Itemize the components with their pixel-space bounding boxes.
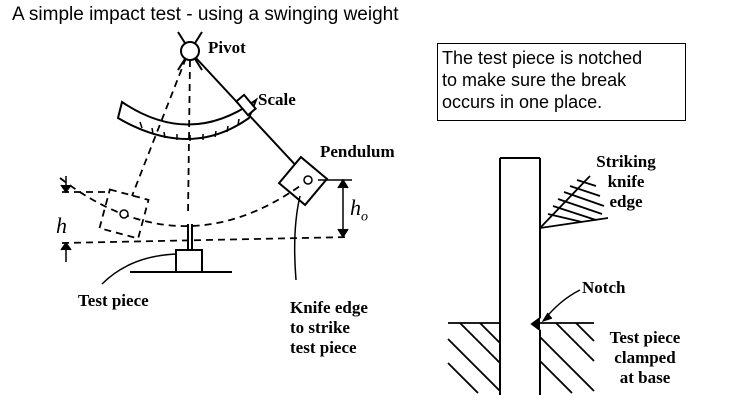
- pendulum-label: Pendulum: [320, 142, 395, 161]
- h0-dimension: [318, 178, 352, 239]
- pendulum-ghost: [98, 188, 150, 240]
- striking-knife-edge: [539, 175, 609, 229]
- test-piece-label: Test piece: [78, 291, 149, 310]
- h0-main: h: [350, 195, 361, 220]
- knife-edge-pointer: [293, 195, 301, 281]
- striking-line: Striking: [596, 152, 656, 171]
- knife-edge-line: to strike: [290, 318, 350, 337]
- h-label: h: [56, 213, 67, 238]
- swing-arc: [59, 177, 301, 227]
- pivot-label: Pivot: [208, 38, 246, 57]
- swing-arm-down: [187, 59, 191, 216]
- knife-edge-label: Knife edge to strike test piece: [290, 298, 368, 358]
- specimen-detail: [499, 157, 541, 395]
- h0-sub: o: [361, 209, 368, 225]
- swing-arm-left: [131, 57, 187, 197]
- pendulum-head: [277, 155, 329, 207]
- knife-edge-line: Knife edge: [290, 298, 368, 317]
- clamped-line: Test piece: [609, 328, 681, 347]
- h-dimension: [60, 176, 72, 262]
- scale-pointer: [234, 93, 258, 117]
- clamp-left: [447, 322, 501, 394]
- note-line: occurs in one place.: [442, 92, 603, 112]
- note-line: The test piece is notched: [442, 48, 643, 68]
- notch-label: Notch: [582, 278, 626, 297]
- striking-label: Striking knife edge: [578, 152, 674, 212]
- clamp-right: [539, 322, 595, 394]
- striking-line: knife: [607, 172, 645, 191]
- clamped-label: Test piece clamped at base: [590, 328, 700, 388]
- test-piece-pointer: [101, 253, 177, 285]
- page-title: A simple impact test - using a swinging …: [12, 4, 399, 25]
- test-piece-stand: [130, 224, 232, 273]
- scale-arc: [116, 97, 259, 141]
- striking-line: edge: [609, 192, 643, 211]
- note-box: The test piece is notched to make sure t…: [437, 43, 686, 121]
- h0-label: ho: [350, 195, 368, 227]
- knife-edge-line: test piece: [290, 338, 357, 357]
- note-line: to make sure the break: [442, 70, 627, 90]
- clamped-line: at base: [619, 368, 671, 387]
- clamped-line: clamped: [614, 348, 676, 367]
- h-line-bottom: [61, 236, 351, 244]
- scale-label: Scale: [258, 90, 296, 109]
